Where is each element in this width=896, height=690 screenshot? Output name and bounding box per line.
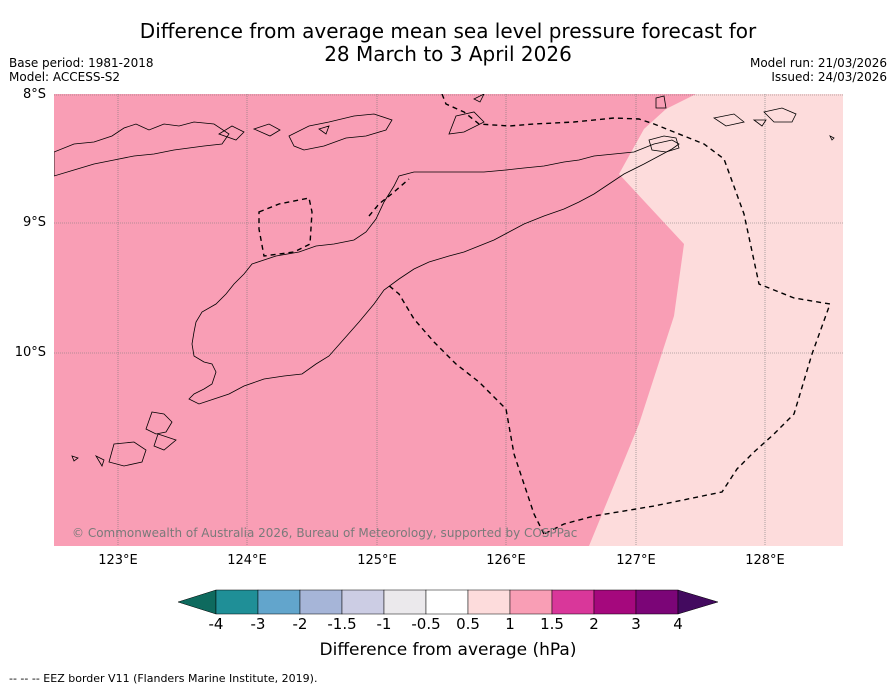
copyright-text: © Commonwealth of Australia 2026, Bureau… <box>72 526 578 540</box>
colorbar-tick: -1 <box>376 615 392 633</box>
colorbar-tick: 1 <box>505 615 515 633</box>
colorbar-swatch <box>551 589 595 615</box>
lon-label-128e: 128°E <box>745 553 785 568</box>
colorbar-swatch-over <box>677 589 719 615</box>
model-name: Model: ACCESS-S2 <box>9 70 121 84</box>
map-panel[interactable] <box>54 94 843 546</box>
colorbar-label: Difference from average (hPa) <box>319 640 577 660</box>
colorbar-swatch <box>635 589 679 615</box>
colorbar-swatch <box>341 589 385 615</box>
meta-right: Model run: 21/03/2026 Issued: 24/03/2026 <box>750 56 887 84</box>
colorbar-svg <box>177 589 719 615</box>
colorbar-tick: -1.5 <box>327 615 357 633</box>
colorbar-tick: 1.5 <box>540 615 564 633</box>
map-svg <box>54 94 843 546</box>
title-line-1: Difference from average mean sea level p… <box>139 19 757 43</box>
colorbar-swatch <box>257 589 301 615</box>
coastlines <box>54 94 835 467</box>
colorbar-swatch <box>299 589 343 615</box>
lon-label-126e: 126°E <box>486 553 526 568</box>
lat-label-9s: 9°S <box>22 215 46 230</box>
colorbar-tick: 3 <box>631 615 641 633</box>
colorbar-swatch <box>383 589 427 615</box>
model-run: Model run: 21/03/2026 <box>749 56 887 70</box>
eez-border <box>258 94 831 535</box>
colorbar <box>177 589 720 615</box>
lon-label-124e: 124°E <box>227 553 267 568</box>
base-period: Base period: 1981-2018 <box>9 56 154 70</box>
colorbar-swatch <box>593 589 637 615</box>
colorbar-swatch <box>509 589 553 615</box>
colorbar-tick: -4 <box>208 615 224 633</box>
chart-title: Difference from average mean sea level p… <box>0 20 896 66</box>
eez-legend: -- -- -- EEZ border V11 (Flanders Marine… <box>9 672 318 685</box>
lon-label-125e: 125°E <box>357 553 397 568</box>
issued-date: Issued: 24/03/2026 <box>771 70 887 84</box>
anomaly-fill-low <box>589 94 843 546</box>
colorbar-swatch <box>467 589 511 615</box>
colorbar-tick: -3 <box>250 615 266 633</box>
colorbar-swatch-under <box>177 589 217 615</box>
lon-label-123e: 123°E <box>98 553 138 568</box>
gridlines <box>54 94 843 546</box>
colorbar-swatch <box>215 589 259 615</box>
colorbar-tick: -0.5 <box>411 615 441 633</box>
title-line-2: 28 March to 3 April 2026 <box>324 42 572 66</box>
colorbar-tick: -2 <box>292 615 308 633</box>
colorbar-swatch <box>425 589 469 615</box>
colorbar-tick: 4 <box>673 615 683 633</box>
meta-left: Base period: 1981-2018 Model: ACCESS-S2 <box>9 56 154 84</box>
lat-label-10s: 10°S <box>14 345 46 360</box>
lat-label-8s: 8°S <box>22 87 46 102</box>
lon-label-127e: 127°E <box>616 553 656 568</box>
colorbar-tick: 2 <box>589 615 599 633</box>
colorbar-tick: 0.5 <box>456 615 480 633</box>
